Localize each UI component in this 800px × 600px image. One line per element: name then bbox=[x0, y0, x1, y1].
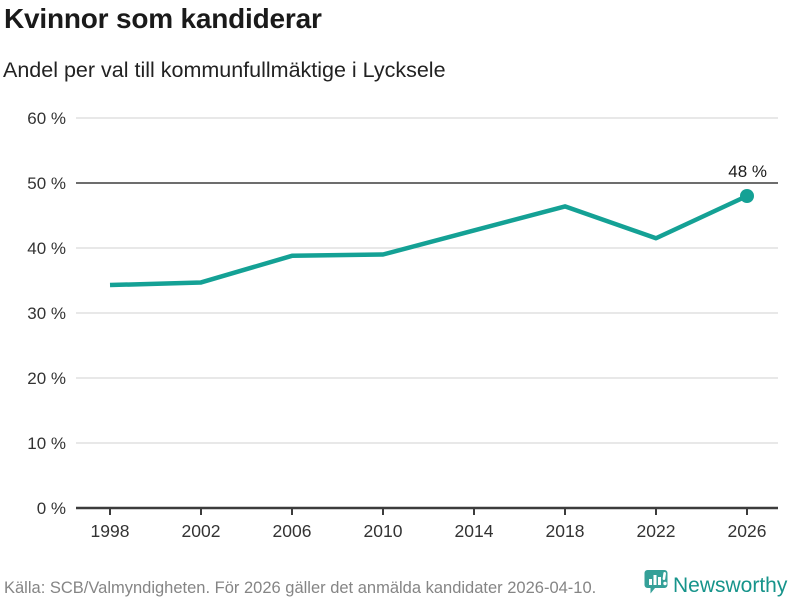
y-tick-label: 20 % bbox=[27, 369, 66, 388]
y-tick-label: 10 % bbox=[27, 434, 66, 453]
y-tick-label: 30 % bbox=[27, 304, 66, 323]
x-tick-label: 2018 bbox=[546, 521, 585, 541]
brand-wordmark: Newsworthy bbox=[673, 574, 788, 597]
chart-subtitle: Andel per val till kommunfullmäktige i L… bbox=[3, 58, 446, 82]
x-tick-label: 2010 bbox=[364, 521, 403, 541]
x-tick-label: 2014 bbox=[455, 521, 494, 541]
end-point-marker bbox=[740, 189, 754, 203]
line-chart: 0 % 10 % 20 % 30 % 40 % 50 % 60 % 1998 2002 2006 2… bbox=[27, 109, 778, 541]
chart-title: Kvinnor som kandiderar bbox=[4, 3, 322, 34]
y-tick-label: 0 % bbox=[37, 499, 66, 518]
logo-bar-2 bbox=[653, 575, 657, 585]
y-tick-label: 40 % bbox=[27, 239, 66, 258]
data-line bbox=[109, 193, 748, 288]
logo-exclaim-dot bbox=[663, 581, 667, 586]
logo-bar-1 bbox=[649, 579, 652, 585]
x-tick-label: 2022 bbox=[637, 521, 676, 541]
end-point-label: 48 % bbox=[728, 162, 767, 181]
logo-bar-3 bbox=[658, 577, 661, 585]
y-tick-label: 60 % bbox=[27, 109, 66, 128]
source-note: Källa: SCB/Valmyndigheten. För 2026 gäll… bbox=[4, 579, 597, 597]
y-tick-label: 50 % bbox=[27, 174, 66, 193]
x-tick-label: 2002 bbox=[182, 521, 221, 541]
x-tick-label: 1998 bbox=[91, 521, 130, 541]
newsworthy-logo-icon bbox=[644, 570, 668, 594]
x-tick-label: 2026 bbox=[728, 521, 767, 541]
logo-exclaim-line bbox=[662, 572, 666, 581]
x-tick-label: 2006 bbox=[273, 521, 312, 541]
